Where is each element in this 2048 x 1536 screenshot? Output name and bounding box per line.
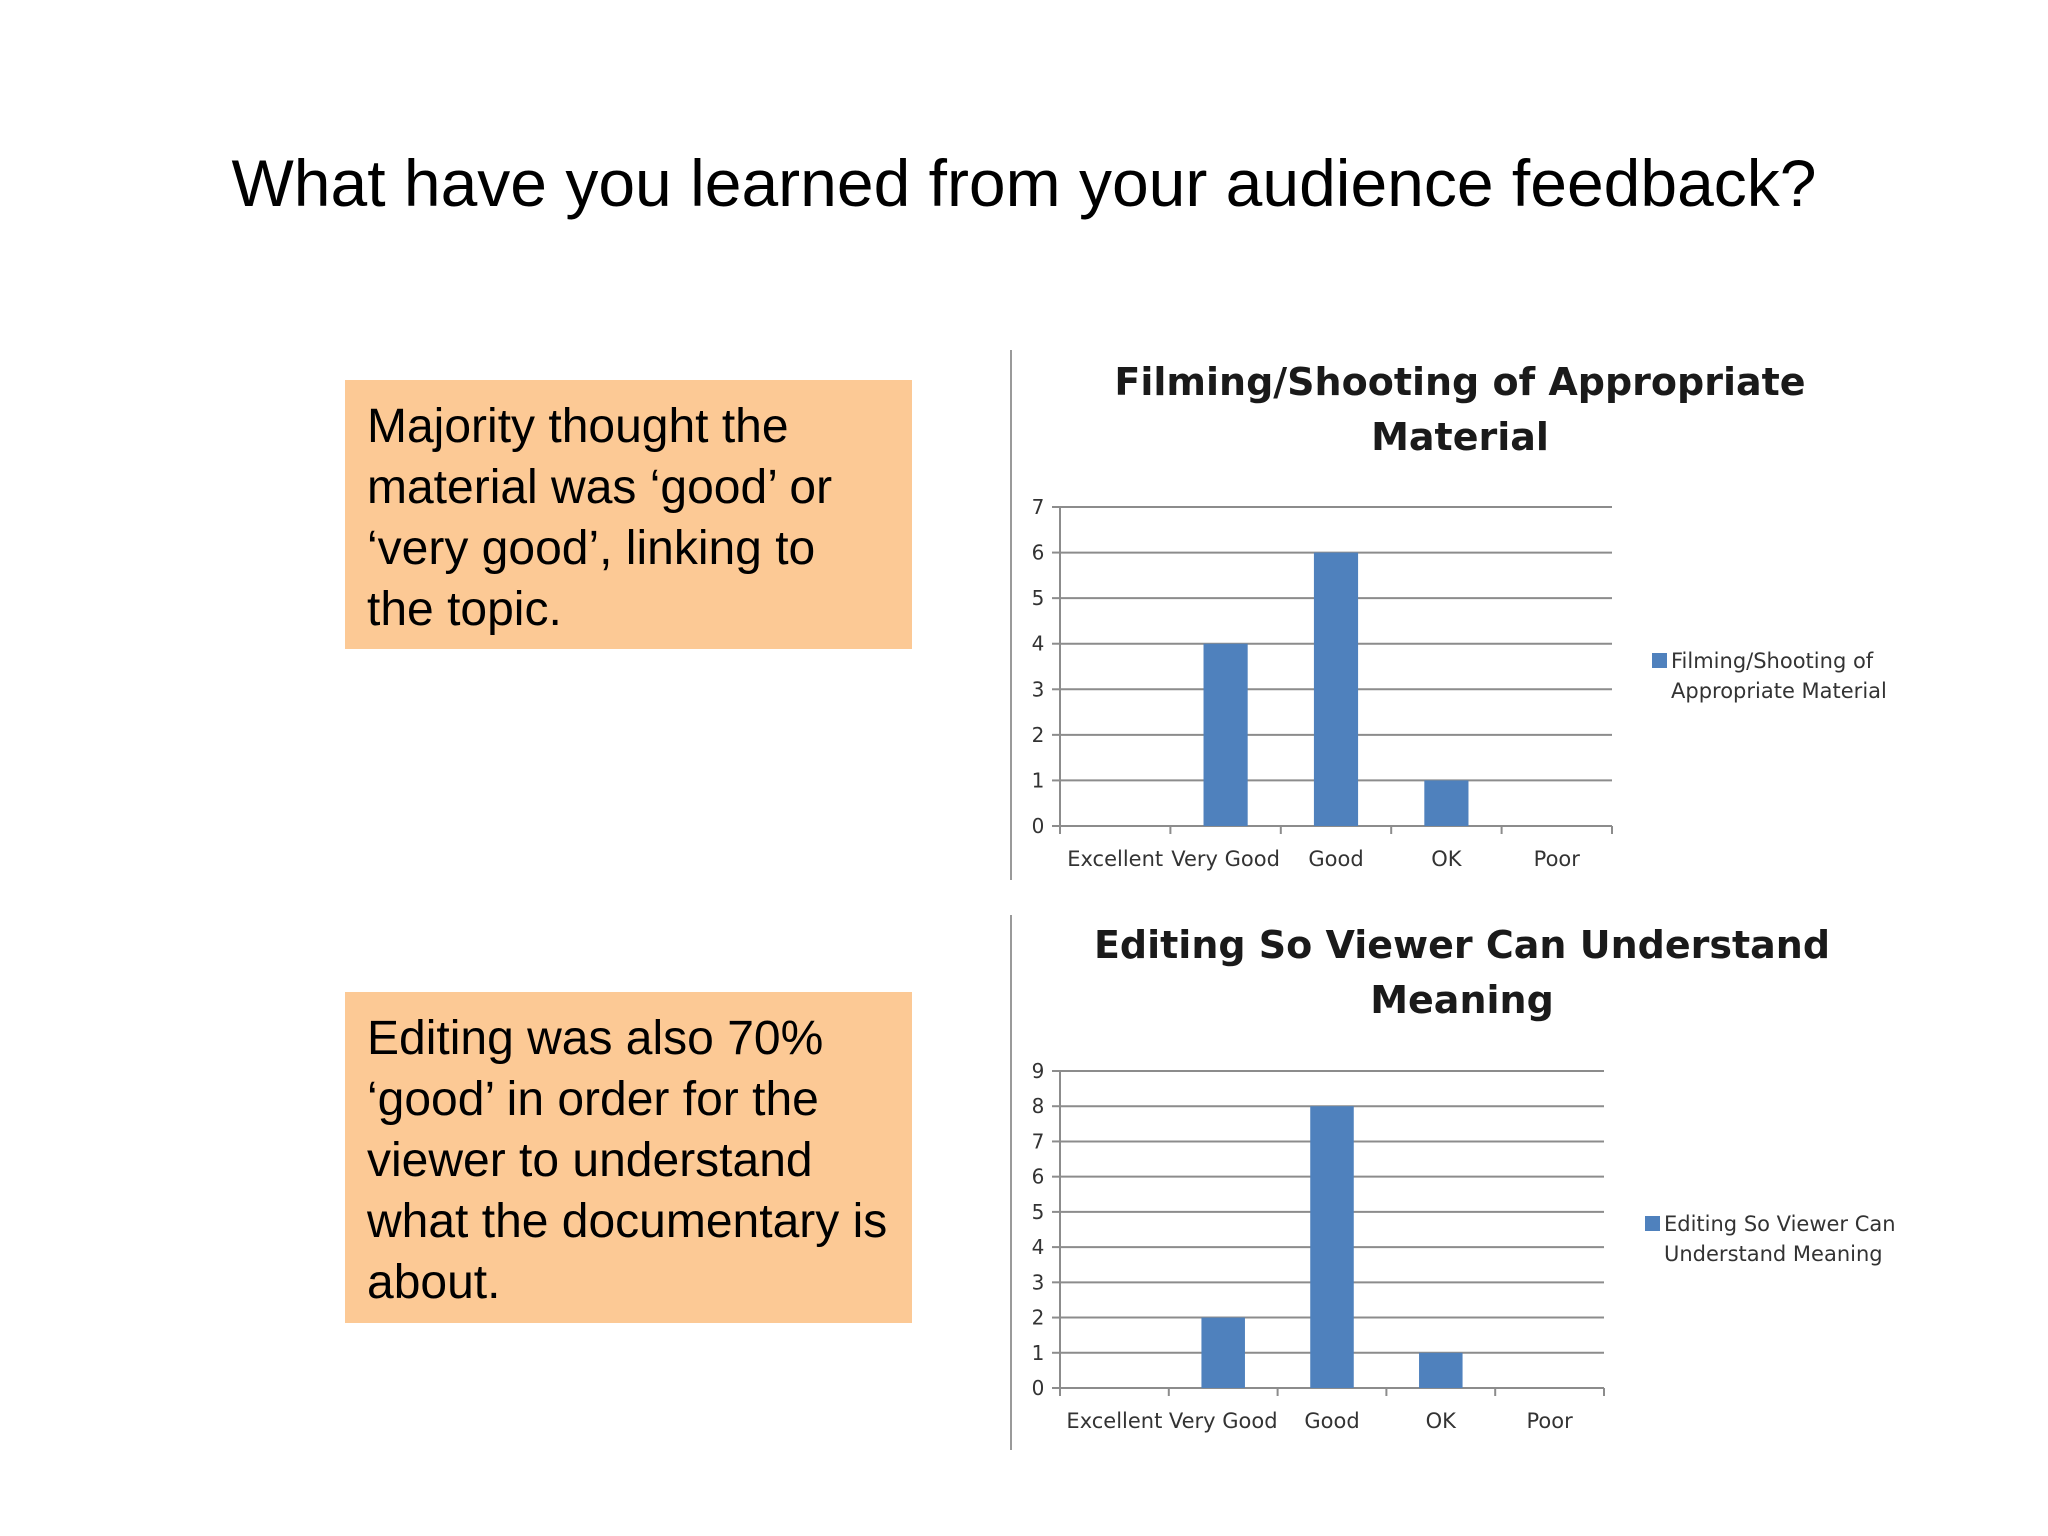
filming-legend-label: Appropriate Material [1671,679,1887,703]
slide-title: What have you learned from your audience… [231,146,1817,220]
filming-legend-swatch [1652,653,1667,668]
editing-bar [1201,1317,1245,1388]
filming-y-tick-label: 3 [1032,677,1045,701]
filming-y-tick-label: 0 [1032,814,1045,838]
editing-y-tick-label: 7 [1032,1129,1045,1153]
filming-y-tick-label: 4 [1032,632,1045,656]
editing-y-tick-label: 2 [1032,1306,1045,1330]
editing-y-tick-label: 6 [1032,1165,1045,1189]
editing-bar [1310,1106,1354,1388]
editing-x-tick-label: Poor [1526,1409,1573,1433]
filming-x-tick-label: Good [1308,847,1363,871]
editing-y-tick-label: 3 [1032,1270,1045,1294]
editing-legend-swatch [1645,1216,1660,1231]
editing-legend-label: Understand Meaning [1664,1242,1883,1266]
filming-bar [1424,780,1469,826]
filming-y-tick-label: 6 [1032,541,1045,565]
feedback-note-editing: Editing was also 70% ‘good’ in order for… [345,992,912,1323]
editing-y-tick-label: 5 [1032,1200,1045,1224]
editing-y-tick-label: 1 [1032,1341,1045,1365]
filming-chart-title-line: Filming/Shooting of Appropriate [1114,360,1805,404]
filming-bar [1313,552,1359,826]
editing-x-tick-label: OK [1426,1409,1458,1433]
editing-chart-title-line: Meaning [1370,978,1554,1022]
filming-x-tick-label: Very Good [1171,847,1280,871]
feedback-note-filming: Majority thought the material was ‘good’… [345,380,912,649]
filming-legend-label: Filming/Shooting of [1671,649,1874,673]
filming-y-tick-label: 5 [1032,586,1045,610]
filming-y-tick-label: 1 [1032,768,1045,792]
editing-x-tick-label: Excellent [1066,1409,1162,1433]
filming-x-tick-label: Excellent [1067,847,1163,871]
editing-x-tick-label: Very Good [1169,1409,1278,1433]
editing-bar [1419,1352,1463,1388]
editing-x-tick-label: Good [1304,1409,1359,1433]
editing-y-tick-label: 9 [1032,1059,1045,1083]
filming-chart-title-line: Material [1371,415,1549,459]
filming-y-tick-label: 7 [1032,495,1045,519]
editing-chart-title-line: Editing So Viewer Can Understand [1094,923,1830,967]
editing-y-tick-label: 0 [1032,1376,1045,1400]
editing-y-tick-label: 4 [1032,1235,1045,1259]
editing-y-tick-label: 8 [1032,1094,1045,1118]
filming-bar [1203,643,1248,826]
filming-y-tick-label: 2 [1032,723,1045,747]
filming-x-tick-label: Poor [1534,847,1581,871]
editing-legend-label: Editing So Viewer Can [1664,1212,1896,1236]
filming-x-tick-label: OK [1431,847,1463,871]
